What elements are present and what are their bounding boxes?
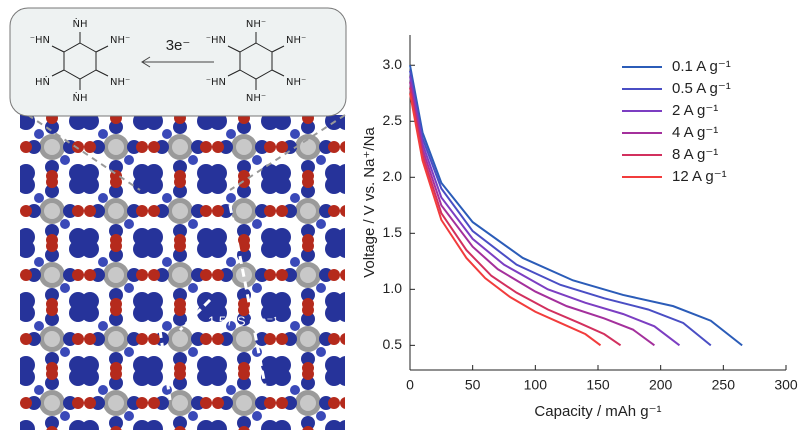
y-tick-label: 1.5 (383, 224, 403, 240)
atom-label: ⁻HN (206, 35, 226, 46)
legend-label: 2 A g⁻¹ (672, 102, 718, 119)
atom-label: NH⁻ (286, 35, 306, 46)
lattice (20, 115, 345, 430)
conduction-path (158, 204, 267, 401)
x-axis-label: Capacity / mAh g⁻¹ (534, 403, 661, 420)
data-line (409, 81, 655, 347)
x-tick-label: 200 (649, 377, 673, 393)
atom-label: ṄH (73, 91, 88, 104)
molecules (51, 32, 285, 90)
x-tick-label: 250 (712, 377, 736, 393)
data-line (409, 93, 602, 347)
data-line (409, 65, 743, 347)
atom-label: NH⁻ (110, 77, 130, 88)
y-tick-label: 2.0 (383, 168, 403, 184)
y-axis-label: Voltage / V vs. Na⁺/Na (361, 127, 378, 278)
y-tick-label: 2.5 (383, 112, 403, 128)
x-tick-label: 50 (465, 377, 481, 393)
x-tick-label: 100 (524, 377, 548, 393)
y-tick-label: 0.5 (383, 336, 403, 352)
atom-label: HṄ (35, 75, 50, 88)
x-tick-label: 150 (586, 377, 610, 393)
conductivity-label: 1.57 S cm⁻¹ (208, 313, 278, 328)
reaction-label: 3e⁻ (166, 37, 191, 54)
x-tick-label: 300 (774, 377, 798, 393)
atom-label: ṄH (73, 17, 88, 30)
legend-label: 0.5 A g⁻¹ (672, 80, 731, 97)
atom-label: NH⁻ (110, 35, 130, 46)
data-line (409, 87, 622, 347)
atom-label: NH⁻ (246, 19, 266, 30)
y-tick-label: 3.0 (383, 56, 403, 72)
zoom-lines (27, 114, 346, 191)
legend-label: 4 A g⁻¹ (672, 124, 718, 141)
atom-label: NH⁻ (286, 77, 306, 88)
x-tick-label: 0 (406, 377, 414, 393)
atom-label: ⁻HN (206, 77, 226, 88)
legend-label: 12 A g⁻¹ (672, 168, 727, 185)
data-line (409, 70, 712, 347)
data-line (409, 76, 681, 347)
legend-label: 8 A g⁻¹ (672, 146, 718, 163)
electron-label: e⁻ (185, 303, 199, 318)
y-tick-label: 1.0 (383, 280, 403, 296)
atom-label: ⁻HN (30, 35, 50, 46)
legend-label: 0.1 A g⁻¹ (672, 58, 731, 75)
atom-label: NH⁻ (246, 93, 266, 104)
